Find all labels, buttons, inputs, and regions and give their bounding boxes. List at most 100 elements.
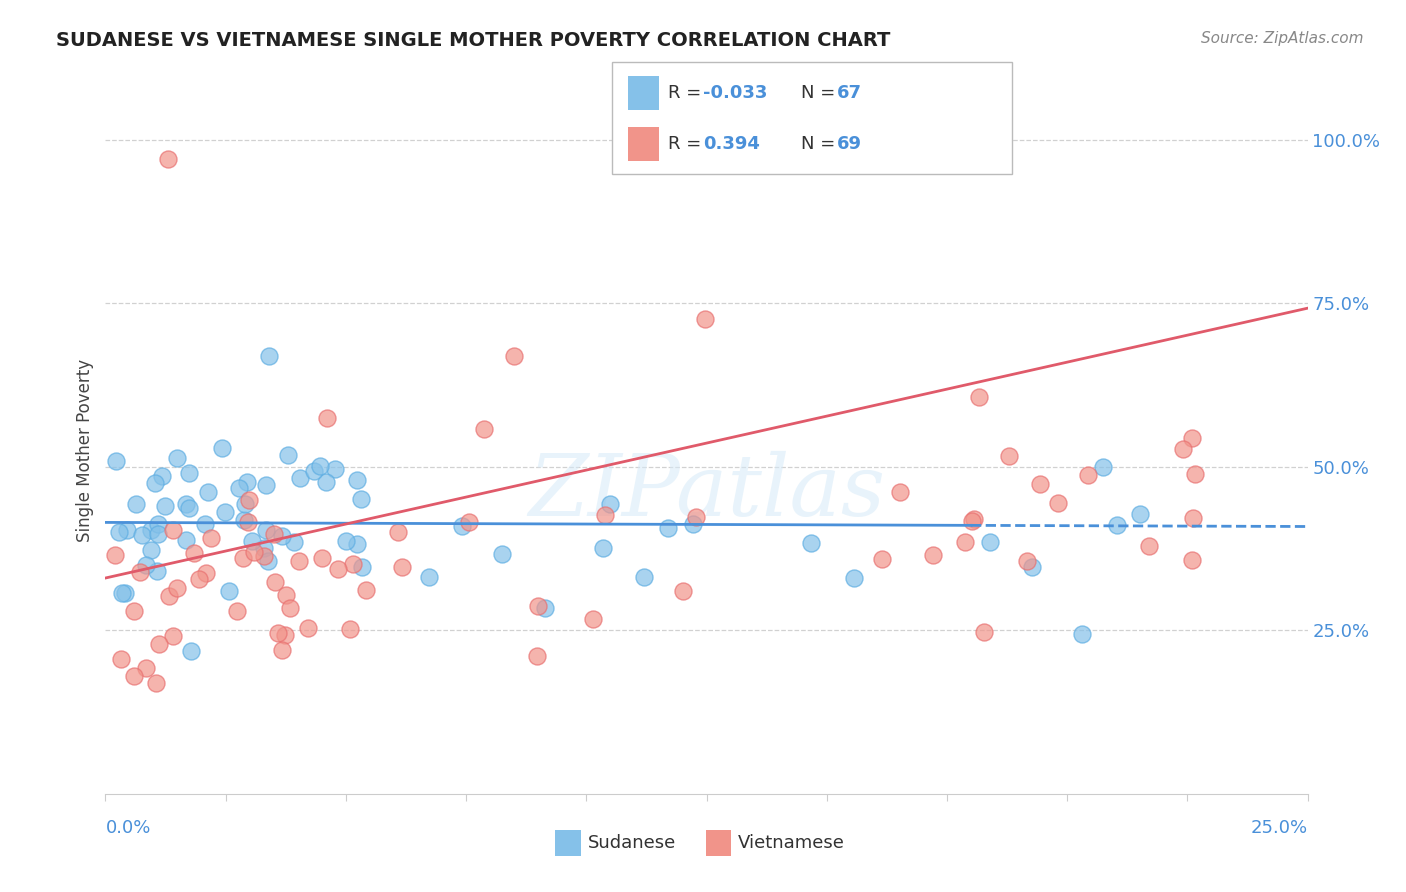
Point <box>253 549 276 563</box>
Point <box>243 545 266 559</box>
Point <box>146 516 169 531</box>
Point <box>1077 468 1099 483</box>
Point <box>354 582 377 597</box>
Point <box>155 499 177 513</box>
Point <box>1105 518 1128 533</box>
Point <box>232 513 254 527</box>
Y-axis label: Single Mother Poverty: Single Mother Poverty <box>76 359 94 542</box>
Point <box>1092 459 1115 474</box>
Point <box>166 581 188 595</box>
Point <box>226 604 249 618</box>
Point <box>633 569 655 583</box>
Point <box>235 475 257 490</box>
Point <box>274 627 297 641</box>
Point <box>174 533 197 547</box>
Point <box>1047 496 1070 510</box>
Point <box>114 586 136 600</box>
Point <box>1139 540 1161 554</box>
Point <box>236 515 259 529</box>
Point <box>179 466 201 480</box>
Point <box>953 535 976 549</box>
Point <box>973 625 995 640</box>
Point <box>457 515 479 529</box>
Point <box>311 551 333 566</box>
Point <box>174 497 197 511</box>
Point <box>263 575 285 590</box>
Point <box>283 535 305 549</box>
Text: Source: ZipAtlas.com: Source: ZipAtlas.com <box>1201 31 1364 46</box>
Point <box>183 546 205 560</box>
Text: 67: 67 <box>837 84 862 102</box>
Point <box>288 554 311 568</box>
Point <box>1021 559 1043 574</box>
Point <box>162 523 184 537</box>
Point <box>998 449 1021 463</box>
Point <box>889 485 911 500</box>
Point <box>592 541 614 556</box>
Point <box>326 561 349 575</box>
Point <box>352 560 374 574</box>
Point <box>297 621 319 635</box>
Text: 0.0%: 0.0% <box>105 819 150 837</box>
Point <box>200 531 222 545</box>
Point <box>276 588 298 602</box>
Point <box>166 450 188 465</box>
Text: Vietnamese: Vietnamese <box>738 834 845 852</box>
Point <box>960 514 983 528</box>
Text: R =: R = <box>668 84 707 102</box>
Point <box>346 537 368 551</box>
Point <box>350 491 373 506</box>
Point <box>1129 507 1152 521</box>
Point <box>278 601 301 615</box>
Point <box>194 566 217 580</box>
Point <box>143 476 166 491</box>
Point <box>451 519 474 533</box>
Point <box>228 481 250 495</box>
Point <box>842 571 865 585</box>
Point <box>387 525 409 540</box>
Point <box>267 625 290 640</box>
Point <box>135 558 157 572</box>
Point <box>194 516 217 531</box>
Point <box>693 312 716 326</box>
Point <box>135 660 157 674</box>
Point <box>263 527 285 541</box>
Point <box>115 523 138 537</box>
Point <box>491 547 513 561</box>
Point <box>108 524 131 539</box>
Point <box>533 601 555 615</box>
Text: -0.033: -0.033 <box>703 84 768 102</box>
Text: Sudanese: Sudanese <box>588 834 676 852</box>
Point <box>418 570 440 584</box>
Point <box>254 524 277 538</box>
Point <box>526 599 548 613</box>
Point <box>150 468 173 483</box>
Text: R =: R = <box>668 135 707 153</box>
Point <box>391 560 413 574</box>
Point <box>1182 511 1205 525</box>
Point <box>346 473 368 487</box>
Point <box>1181 431 1204 445</box>
Text: 0.394: 0.394 <box>703 135 759 153</box>
Point <box>657 521 679 535</box>
Point <box>214 506 236 520</box>
Text: N =: N = <box>801 84 841 102</box>
Point <box>180 644 202 658</box>
Point <box>339 622 361 636</box>
Point <box>253 541 276 555</box>
Point <box>131 528 153 542</box>
Point <box>979 534 1001 549</box>
Point <box>124 497 146 511</box>
Point <box>233 498 256 512</box>
Point <box>1029 476 1052 491</box>
Point <box>257 553 280 567</box>
Text: 25.0%: 25.0% <box>1250 819 1308 837</box>
Point <box>124 669 146 683</box>
Point <box>139 543 162 558</box>
Point <box>211 441 233 455</box>
Point <box>309 458 332 473</box>
Point <box>254 477 277 491</box>
Point <box>682 516 704 531</box>
Point <box>218 583 240 598</box>
Point <box>290 471 312 485</box>
